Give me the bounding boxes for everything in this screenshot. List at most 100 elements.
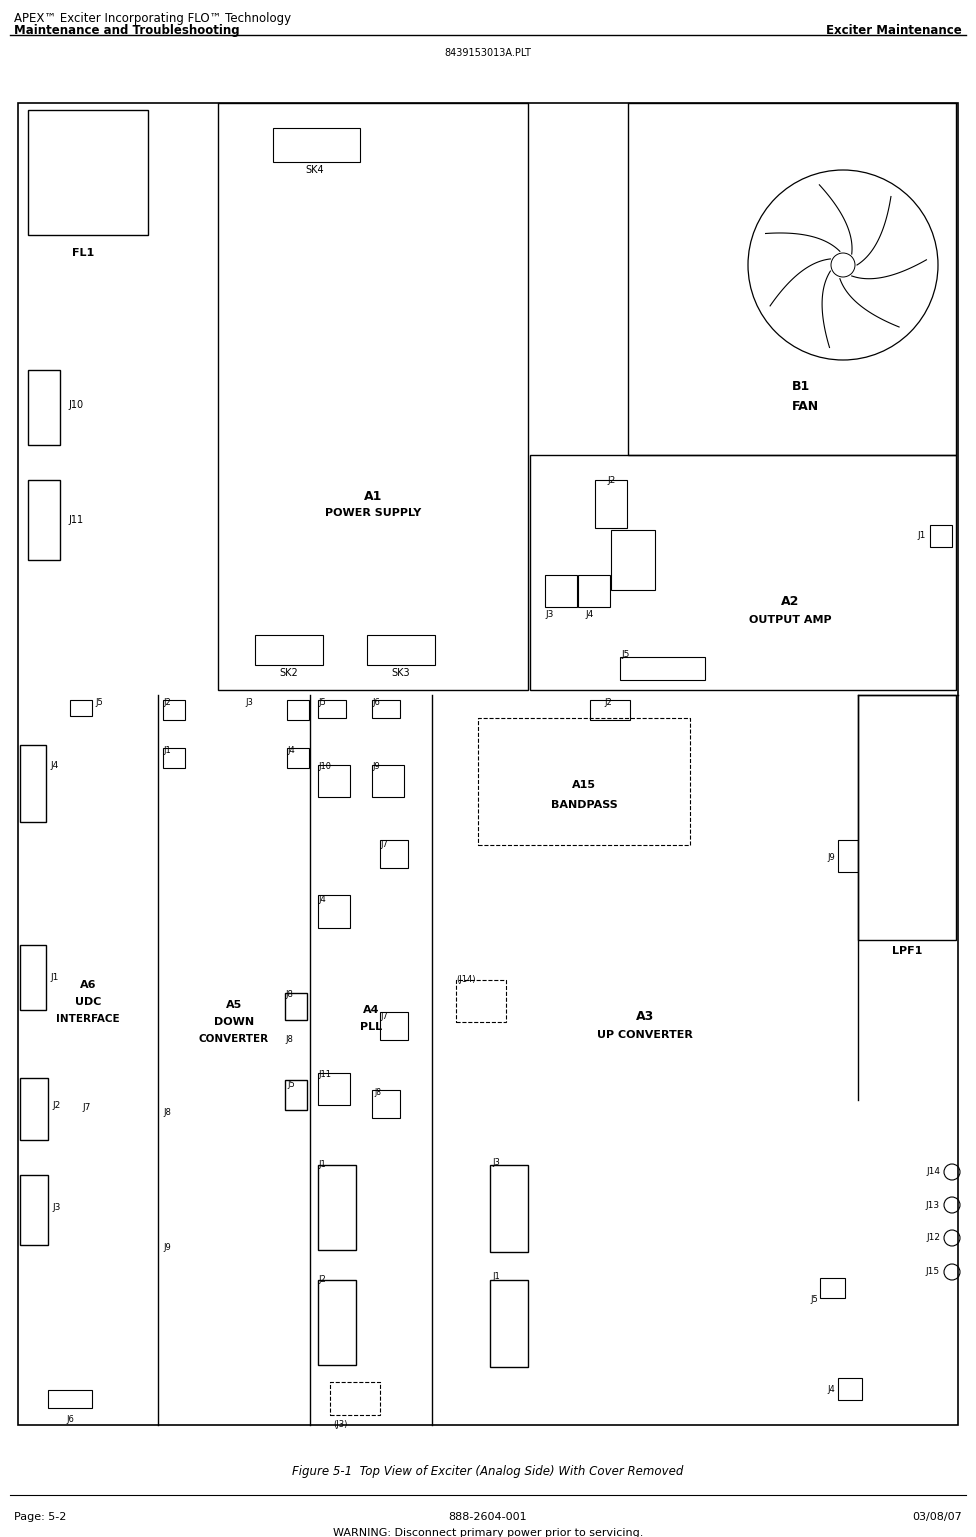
Text: J4: J4 (828, 1385, 835, 1394)
Bar (372, 1090, 400, 1117)
Text: J2: J2 (52, 1100, 61, 1110)
Bar (620, 656, 705, 679)
Text: Exciter Maintenance: Exciter Maintenance (827, 25, 962, 37)
Bar (838, 1379, 862, 1400)
Bar (380, 841, 408, 868)
Bar (545, 575, 577, 607)
Bar (930, 526, 952, 547)
Text: (J14): (J14) (456, 974, 475, 984)
Bar (858, 695, 956, 941)
Text: J10: J10 (68, 400, 83, 410)
Bar (273, 128, 360, 161)
Text: SK3: SK3 (391, 669, 410, 678)
Text: CONVERTER: CONVERTER (199, 1034, 269, 1044)
Text: J15: J15 (926, 1268, 940, 1277)
Text: J3: J3 (545, 610, 553, 619)
Bar (318, 895, 350, 928)
Bar (372, 765, 404, 798)
Text: J3: J3 (52, 1203, 61, 1213)
Text: WARNING: Disconnect primary power prior to servicing.: WARNING: Disconnect primary power prior … (333, 1528, 643, 1537)
Bar (255, 635, 323, 666)
Text: DOWN: DOWN (214, 1017, 254, 1027)
Text: APEX™ Exciter Incorporating FLO™ Technology: APEX™ Exciter Incorporating FLO™ Technol… (14, 12, 291, 25)
Text: J8: J8 (285, 990, 293, 999)
Bar (372, 699, 400, 718)
Text: J5: J5 (287, 1081, 295, 1090)
Text: J5: J5 (95, 698, 102, 707)
Bar (456, 981, 506, 1022)
Text: J4: J4 (318, 895, 326, 904)
Text: J9: J9 (372, 762, 380, 772)
Bar (318, 699, 346, 718)
Text: J1: J1 (50, 973, 59, 982)
Text: J11: J11 (318, 1070, 331, 1079)
Text: FL1: FL1 (72, 247, 94, 258)
Bar (163, 699, 185, 719)
Bar (285, 1081, 307, 1110)
Text: A3: A3 (636, 1010, 654, 1024)
Bar (20, 745, 46, 822)
Bar (318, 765, 350, 798)
Text: J1: J1 (163, 745, 171, 755)
Text: J5: J5 (621, 650, 630, 659)
Text: J9: J9 (163, 1243, 171, 1253)
Text: J3: J3 (245, 698, 253, 707)
Text: OUTPUT AMP: OUTPUT AMP (749, 615, 832, 626)
Bar (318, 1165, 356, 1250)
Text: Maintenance and Troubleshooting: Maintenance and Troubleshooting (14, 25, 240, 37)
Text: UP CONVERTER: UP CONVERTER (597, 1030, 693, 1041)
Text: J8: J8 (374, 1088, 381, 1097)
Bar (490, 1280, 528, 1366)
Text: A6: A6 (80, 981, 97, 990)
Bar (490, 1165, 528, 1253)
Text: J13: J13 (926, 1200, 940, 1210)
Bar (285, 993, 307, 1021)
Bar (18, 103, 958, 1425)
Text: J8: J8 (163, 1108, 171, 1117)
Text: J7: J7 (82, 1104, 91, 1113)
Text: J9: J9 (828, 853, 835, 862)
Bar (28, 370, 60, 446)
Bar (218, 103, 528, 690)
Text: UDC: UDC (75, 998, 102, 1007)
Text: A1: A1 (364, 490, 383, 503)
Text: J10: J10 (318, 762, 331, 772)
Text: J2: J2 (318, 1276, 326, 1283)
Bar (28, 111, 148, 235)
Text: J4: J4 (586, 610, 594, 619)
Text: J1: J1 (917, 532, 926, 541)
Bar (380, 1011, 408, 1041)
Text: J14: J14 (926, 1168, 940, 1176)
Text: J5: J5 (810, 1296, 818, 1305)
Text: J4: J4 (287, 745, 295, 755)
Text: J11: J11 (68, 515, 83, 526)
Text: J6: J6 (372, 698, 380, 707)
Bar (318, 1280, 356, 1365)
Bar (820, 1277, 845, 1299)
Bar (838, 841, 858, 871)
Text: A2: A2 (781, 595, 799, 609)
Text: 888-2604-001: 888-2604-001 (449, 1512, 527, 1522)
Text: J3: J3 (492, 1157, 500, 1167)
Bar (611, 530, 655, 590)
Text: BANDPASS: BANDPASS (550, 799, 618, 810)
Bar (20, 1077, 48, 1140)
Bar (48, 1389, 92, 1408)
Text: INTERFACE: INTERFACE (57, 1014, 120, 1024)
Bar (595, 480, 627, 529)
Text: PLL: PLL (360, 1022, 382, 1031)
Text: J2: J2 (608, 476, 616, 486)
Text: J4: J4 (50, 761, 59, 770)
Text: POWER SUPPLY: POWER SUPPLY (325, 509, 421, 518)
Text: Figure 5-1  Top View of Exciter (Analog Side) With Cover Removed: Figure 5-1 Top View of Exciter (Analog S… (293, 1465, 683, 1479)
Bar (578, 575, 610, 607)
Bar (530, 455, 956, 690)
Text: A15: A15 (572, 779, 596, 790)
Text: J7: J7 (380, 1011, 387, 1021)
Bar (287, 749, 309, 768)
Text: B1: B1 (792, 380, 810, 393)
Bar (163, 749, 185, 768)
Text: 03/08/07: 03/08/07 (913, 1512, 962, 1522)
Text: J5: J5 (318, 698, 326, 707)
Bar (20, 945, 46, 1010)
